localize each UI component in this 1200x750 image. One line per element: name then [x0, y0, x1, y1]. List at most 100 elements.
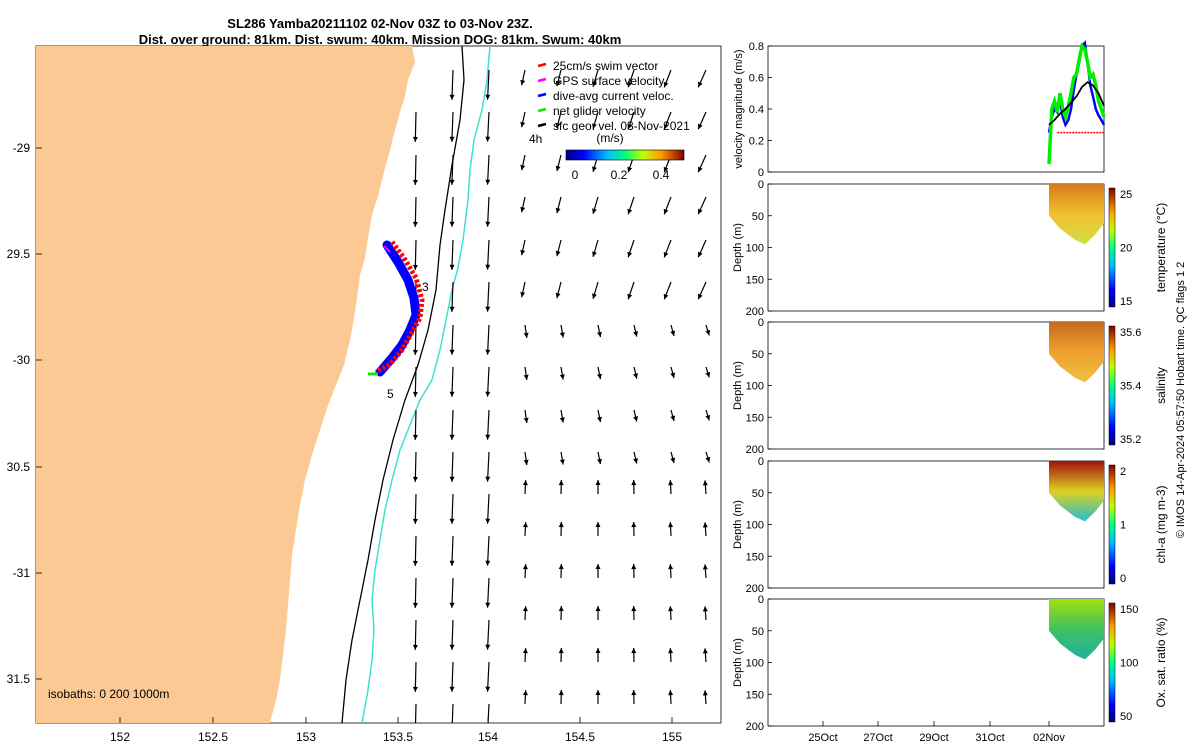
geo-arrowhead-122	[631, 606, 637, 612]
geo-arrowhead-93	[558, 480, 564, 486]
legend-label-1: GPS surface velocity	[553, 74, 664, 88]
velocity-y-ticks: 0 0.2 0.4 0.6 0.8	[749, 41, 772, 179]
geo-arrowhead-120	[558, 606, 564, 612]
oxygen-depth-tick-4: 200	[746, 721, 764, 733]
geo-arrowhead-53	[412, 349, 418, 355]
geo-arrowhead-91	[485, 518, 491, 524]
geo-arrowhead-23	[627, 166, 633, 173]
map-x-tick-0: 152	[110, 730, 130, 744]
geo-arrowhead-46	[485, 306, 491, 312]
geo-arrowhead-87	[670, 457, 676, 464]
temperature-depth-tick-3: 150	[746, 274, 764, 286]
geo-arrowhead-134	[413, 729, 418, 734]
temperature-colorbar	[1108, 187, 1116, 308]
geo-arrowhead-123	[668, 606, 674, 612]
geo-arrowhead-28	[485, 221, 491, 227]
chla-cb-label: chl-a (mg m-3)	[1154, 485, 1168, 563]
geo-arrowhead-35	[412, 264, 418, 270]
velocity-ylabel: velocity magnitude (m/s)	[733, 49, 745, 168]
geo-arrowhead-96	[668, 480, 674, 486]
geo-arrowhead-137	[522, 690, 528, 696]
geo-arrowhead-5	[627, 81, 633, 88]
geo-arrowhead-141	[668, 690, 674, 696]
geo-arrowhead-127	[485, 686, 491, 692]
time-axis-ticks: 25Oct 27Oct 29Oct 31Oct 02Nov	[808, 721, 1065, 744]
salinity-depth-tick-4: 200	[746, 444, 764, 456]
map-x-tick-5: 154.5	[565, 730, 595, 744]
oxygen-cb-tick-2: 150	[1120, 604, 1138, 616]
geo-arrowhead-99	[449, 560, 455, 566]
geo-arrowhead-110	[522, 564, 528, 570]
geo-arrowhead-11	[520, 121, 526, 128]
geo-arrowhead-9	[449, 136, 455, 142]
geo-arrowhead-52	[698, 293, 703, 300]
oxygen-depth-tick-0: 0	[758, 594, 764, 606]
salinity-section	[1049, 322, 1104, 383]
legend-label-0: 25cm/s swim vector	[553, 59, 658, 73]
temperature-depth-tick-4: 200	[746, 306, 764, 318]
geo-arrowhead-54	[449, 349, 455, 355]
chla-depth-label: Depth (m)	[732, 500, 744, 549]
geo-arrowhead-121	[595, 606, 601, 611]
vel-tick-1: 0.2	[749, 136, 764, 148]
legend-label-4: sfc geo. vel. 03-Nov-2021	[553, 119, 690, 133]
geo-arrowhead-17	[412, 179, 418, 185]
geo-arrowhead-51	[663, 293, 669, 300]
geo-arrowhead-75	[559, 417, 565, 423]
geo-arrowhead-95	[631, 480, 637, 486]
chla-colorbar	[1108, 464, 1116, 585]
geo-velocity-arrows	[412, 69, 711, 734]
geo-arrowhead-64	[485, 391, 491, 397]
oxygen-depth-tick-3: 150	[746, 689, 764, 701]
oxygen-depth-tick-2: 100	[746, 658, 764, 670]
geo-arrowhead-114	[668, 564, 674, 570]
map-x-tick-4: 154	[478, 730, 498, 744]
chla-depth-tick-1: 50	[752, 488, 764, 500]
geo-arrowhead-111	[558, 564, 564, 570]
geo-arrowhead-105	[668, 522, 674, 528]
colorbar-title: (m/s)	[596, 131, 623, 145]
geo-arrowhead-80	[412, 476, 418, 482]
geo-arrowhead-69	[670, 372, 676, 379]
oxygen-cb-tick-1: 100	[1120, 658, 1138, 670]
geo-arrowhead-83	[523, 459, 529, 465]
geo-arrowhead-94	[595, 480, 601, 485]
geo-arrowhead-76	[597, 416, 602, 423]
geo-arrowhead-41	[627, 251, 633, 258]
time-tick-2: 29Oct	[919, 732, 948, 744]
temperature-cb-tick-1: 20	[1120, 243, 1132, 255]
salinity-depth-tick-0: 0	[758, 317, 764, 329]
geo-arrowhead-71	[412, 434, 418, 440]
geo-arrowhead-57	[559, 332, 565, 338]
temperature-depth-label: Depth (m)	[732, 223, 744, 272]
depth-panel-temperature: 0 50 100 150 200 Depth (m) 15 20 25 temperature (…	[732, 179, 1168, 318]
map-x-tick-6: 155	[662, 730, 682, 744]
chla-depth-tick-4: 200	[746, 583, 764, 595]
geo-arrowhead-33	[663, 208, 669, 215]
geo-arrowhead-89	[412, 518, 418, 524]
vel-tick-3: 0.6	[749, 73, 764, 85]
temperature-section	[1049, 184, 1104, 245]
chla-frame	[767, 460, 1105, 589]
side-note: © IMOS 14-Apr-2024 05:57:50 Hobart time.…	[1175, 262, 1187, 539]
geo-arrowhead-97	[702, 480, 708, 486]
geo-arrowhead-100	[485, 560, 491, 566]
geo-arrowhead-88	[705, 456, 711, 463]
geo-arrowhead-3	[555, 80, 561, 87]
chart-title-line2: Dist. over ground: 81km. Dist. swum: 40k…	[138, 32, 622, 47]
chla-depth-tick-3: 150	[746, 551, 764, 563]
geo-arrowhead-65	[523, 374, 529, 380]
geo-arrowhead-109	[485, 602, 491, 608]
geo-arrowhead-86	[633, 458, 639, 464]
chla-cb-tick-2: 2	[1120, 466, 1126, 478]
colorbar-tick-2: 0.4	[653, 168, 670, 182]
geo-arrowhead-58	[597, 331, 602, 338]
geo-arrowhead-36	[449, 264, 455, 270]
oxygen-frame	[767, 598, 1105, 727]
geo-arrowhead-38	[520, 249, 526, 256]
temperature-depth-tick-2: 100	[746, 243, 764, 255]
salinity-depth-tick-3: 150	[746, 412, 764, 424]
geo-arrowhead-61	[705, 329, 711, 336]
geo-arrowhead-116	[412, 644, 418, 650]
